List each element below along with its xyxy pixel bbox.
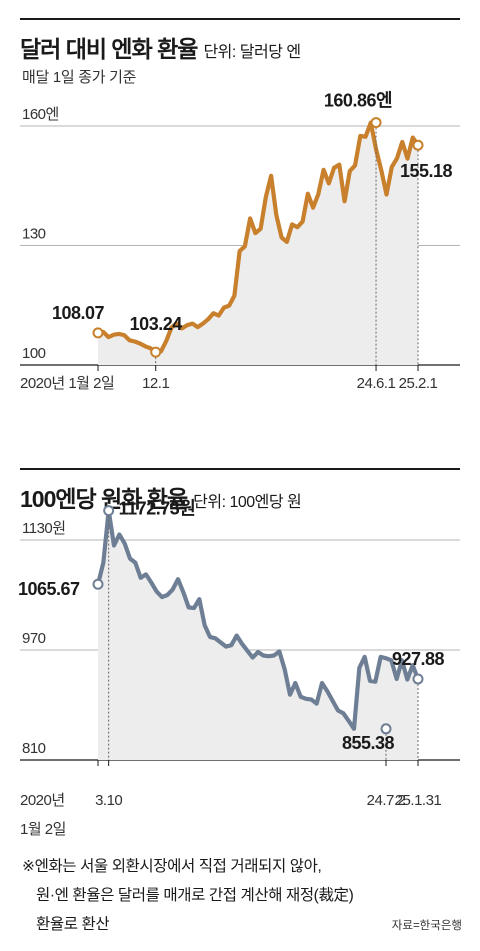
- chart2-annotation-point: [92, 578, 104, 590]
- chart1-area: [98, 122, 418, 365]
- chart1-ytick-label: 100: [22, 345, 46, 362]
- chart2-annotation-point: [412, 673, 424, 685]
- chart2-xtick-label: 24.7.2: [367, 792, 406, 809]
- chart2-data-label: 855.38: [342, 733, 395, 753]
- chart2-xtick-label: 1월 2일: [20, 821, 66, 838]
- chart2-xtick-label: 25.1.31: [395, 792, 442, 809]
- chart2-ytick-label: 1130원: [22, 520, 66, 537]
- chart1-data-label: 155.18: [400, 161, 453, 181]
- chart1-title-row: 달러 대비 엔화 환율 단위: 달러당 엔: [20, 30, 301, 64]
- chart2-series-line: [95, 508, 421, 731]
- chart2-ytick-label: 970: [22, 630, 46, 647]
- chart1-xtick-label: 12.1: [142, 375, 169, 392]
- chart1-data-label: 160.86엔: [324, 91, 392, 111]
- source-label: 자료=한국은행: [391, 920, 462, 932]
- chart2-data-label: 1172.73원: [119, 499, 196, 519]
- chart2-data-label: 1065.67: [18, 579, 80, 599]
- footnote-line-1: ※엔화는 서울 외환시장에서 직접 거래되지 않아,: [22, 858, 322, 875]
- chart1-unit: 단위: 달러당 엔: [203, 44, 301, 61]
- chart2-annotation-point: [103, 505, 115, 517]
- chart1-annotation-point: [92, 327, 104, 339]
- footnote-line-3: 환율로 환산: [36, 916, 110, 933]
- chart1-ytick-label: 130: [22, 226, 46, 243]
- footnote-line-2: 원·엔 환율은 달러를 매개로 간접 계산해 재정(裁定): [36, 887, 354, 904]
- chart1-xtick-label: 25.2.1: [399, 375, 438, 392]
- chart2-xtick-label: 3.10: [95, 792, 122, 809]
- top-divider: [20, 18, 460, 20]
- chart1-xtick-label: 24.6.1: [357, 375, 396, 392]
- chart2-data-label: 927.88: [392, 649, 445, 669]
- chart1-ytick-label: 160엔: [22, 106, 59, 123]
- footnote: ※엔화는 서울 외환시장에서 직접 거래되지 않아, 원·엔 환율은 달러를 매…: [22, 852, 354, 939]
- chart1-data-label: 103.24: [130, 314, 183, 334]
- chart1-annotation-point: [370, 117, 382, 129]
- chart1-subtitle: 매달 1일 종가 기준: [22, 69, 137, 86]
- chart2-unit: 단위: 100엔당 원: [193, 494, 302, 511]
- chart1-xtick-label: 2020년 1월 2일: [20, 375, 114, 392]
- middle-divider: [20, 468, 460, 470]
- chart1-data-label: 108.07: [52, 303, 105, 323]
- chart2-area: [98, 510, 418, 760]
- chart2-annotation-point: [380, 723, 392, 735]
- chart2-xtick-label: 2020년: [20, 792, 65, 809]
- chart2-ytick-label: 810: [22, 740, 46, 757]
- chart1-annotation-point: [412, 139, 424, 151]
- chart1-title: 달러 대비 엔화 환율: [20, 36, 198, 62]
- chart1-annotation-point: [150, 346, 162, 358]
